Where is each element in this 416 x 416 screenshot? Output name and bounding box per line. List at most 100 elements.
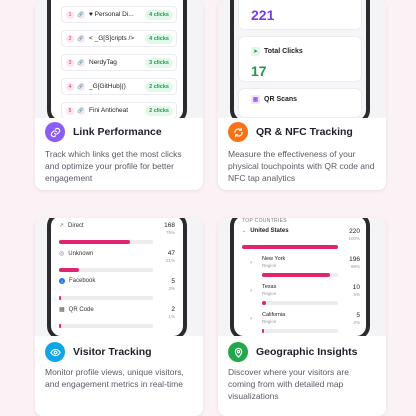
facebook-icon: f — [59, 278, 65, 284]
progress-fill — [242, 245, 338, 249]
link-name: ♥ Personal Di... — [89, 11, 134, 18]
progress-track — [262, 301, 338, 305]
visitor-source-row: ◎ Unknown 47 21% — [59, 250, 175, 274]
link-name: NerdyTag — [89, 59, 117, 66]
link-icon: 🔗 — [77, 10, 85, 19]
progress-fill — [59, 240, 130, 244]
clicks-badge: 4 clicks — [145, 33, 173, 44]
rank-badge: 2 — [66, 34, 74, 43]
country-row: ⌄ United States 220 100% — [242, 228, 360, 250]
phone-mockup: 1 🔗 ♥ Personal Di... 4 clicks 2 🔗 < _G[S… — [47, 0, 187, 118]
region-name: New York — [262, 256, 286, 262]
region-percent: 89% — [350, 264, 360, 269]
link-row: 2 🔗 < _G[S]cripts /> 4 clicks — [61, 30, 177, 47]
stat-value: 17 — [251, 63, 267, 79]
source-label: Direct — [68, 222, 84, 229]
feature-description: Monitor profile views, unique visitors, … — [45, 367, 184, 389]
chevron-right-icon: › — [250, 316, 252, 322]
source-value: 5 — [171, 278, 175, 285]
clicks-badge: 4 clicks — [145, 9, 173, 20]
progress-track — [59, 268, 153, 272]
progress-track — [59, 324, 153, 328]
source-value: 168 — [164, 222, 175, 229]
region-value: 10 — [352, 284, 360, 291]
stat-card: ➤ Total Clicks 17 — [238, 36, 362, 82]
region-value: 196 — [349, 256, 360, 263]
feature-header: QR & NFC Tracking — [228, 122, 353, 142]
region-name: Texas — [262, 284, 277, 290]
geographic-insights-card: TOP COUNTRIES ⌄ United States 220 100% › … — [218, 218, 386, 416]
source-percent: 2% — [168, 286, 175, 291]
feature-header: Link Performance — [45, 122, 162, 142]
link-name: _G[GitHub]() — [89, 83, 126, 90]
link-icon — [45, 122, 65, 142]
region-sub: Region — [262, 291, 277, 296]
qr-code-icon: ▦ — [59, 307, 65, 313]
feature-header: Geographic Insights — [228, 342, 358, 362]
region-sub: Region — [262, 319, 277, 324]
link-icon: 🔗 — [77, 106, 85, 115]
source-label: Unknown — [68, 250, 94, 257]
region-percent: 2% — [353, 320, 360, 325]
feature-title: Link Performance — [73, 126, 162, 138]
qr-code-icon: ▦ — [251, 95, 260, 104]
visitor-source-row: ▦ QR Code 2 1% — [59, 306, 175, 330]
feature-description: Discover where your visitors are coming … — [228, 367, 349, 401]
stat-card: ▦ QR Scans — [238, 88, 362, 118]
progress-fill — [262, 301, 266, 305]
progress-fill — [59, 324, 61, 328]
link-performance-preview: 1 🔗 ♥ Personal Di... 4 clicks 2 🔗 < _G[S… — [35, 0, 203, 118]
link-performance-card: 1 🔗 ♥ Personal Di... 4 clicks 2 🔗 < _G[S… — [35, 0, 203, 190]
globe-icon: ◎ — [59, 251, 65, 257]
source-label: QR Code — [68, 306, 94, 313]
stat-label: QR Scans — [264, 96, 298, 103]
map-pin-icon — [228, 342, 248, 362]
region-name: California — [262, 312, 286, 318]
geographic-preview: TOP COUNTRIES ⌄ United States 220 100% › … — [218, 218, 386, 336]
progress-track — [262, 273, 338, 277]
region-row: › California Region 5 2% — [250, 312, 360, 336]
source-percent: 1% — [168, 314, 175, 319]
qr-nfc-preview: 221 ➤ Total Clicks 17 ▦ QR Scans — [218, 0, 386, 118]
visitor-tracking-preview: ↗ Direct 168 75% ◎ Unknown 47 21% f Faceboo… — [35, 218, 203, 336]
rank-badge: 1 — [66, 10, 74, 19]
link-name: Fini Anticheat — [89, 107, 129, 114]
rank-badge: 5 — [66, 106, 74, 115]
feature-header: Visitor Tracking — [45, 342, 152, 362]
phone-mockup: 221 ➤ Total Clicks 17 ▦ QR Scans — [230, 0, 370, 118]
cursor-icon: ➤ — [251, 47, 260, 56]
source-percent: 75% — [165, 230, 175, 235]
phone-mockup: TOP COUNTRIES ⌄ United States 220 100% › … — [230, 218, 370, 336]
link-row: 4 🔗 _G[GitHub]() 2 clicks — [61, 78, 177, 95]
region-sub: Region — [262, 263, 277, 268]
feature-title: QR & NFC Tracking — [256, 126, 353, 138]
qr-nfc-icon — [228, 122, 248, 142]
visitor-tracking-card: ↗ Direct 168 75% ◎ Unknown 47 21% f Faceboo… — [35, 218, 203, 416]
progress-track — [242, 245, 338, 249]
visitor-source-row: f Facebook 5 2% — [59, 278, 175, 302]
country-percent: 100% — [348, 236, 360, 241]
feature-title: Geographic Insights — [256, 346, 358, 358]
qr-nfc-card: 221 ➤ Total Clicks 17 ▦ QR Scans QR & NF… — [218, 0, 386, 190]
region-value: 5 — [356, 312, 360, 319]
source-value: 47 — [167, 250, 175, 257]
clicks-badge: 2 clicks — [145, 81, 173, 92]
eye-icon — [45, 342, 65, 362]
stat-label: Total Clicks — [264, 48, 303, 55]
link-icon: 🔗 — [77, 58, 85, 67]
phone-mockup: ↗ Direct 168 75% ◎ Unknown 47 21% f Faceboo… — [47, 218, 187, 336]
rank-badge: 3 — [66, 58, 74, 67]
region-row: › Texas Region 10 5% — [250, 284, 360, 308]
visitor-source-row: ↗ Direct 168 75% — [59, 222, 175, 246]
link-name: < _G[S]cripts /> — [89, 35, 135, 42]
progress-fill — [262, 329, 264, 333]
link-row: 3 🔗 NerdyTag 3 clicks — [61, 54, 177, 71]
chevron-right-icon: › — [250, 288, 252, 294]
link-row: 5 🔗 Fini Anticheat 2 clicks — [61, 102, 177, 118]
progress-fill — [59, 268, 79, 272]
country-value: 220 — [349, 228, 360, 235]
region-percent: 5% — [353, 292, 360, 297]
source-value: 2 — [171, 306, 175, 313]
rank-badge: 4 — [66, 82, 74, 91]
progress-fill — [59, 296, 61, 300]
